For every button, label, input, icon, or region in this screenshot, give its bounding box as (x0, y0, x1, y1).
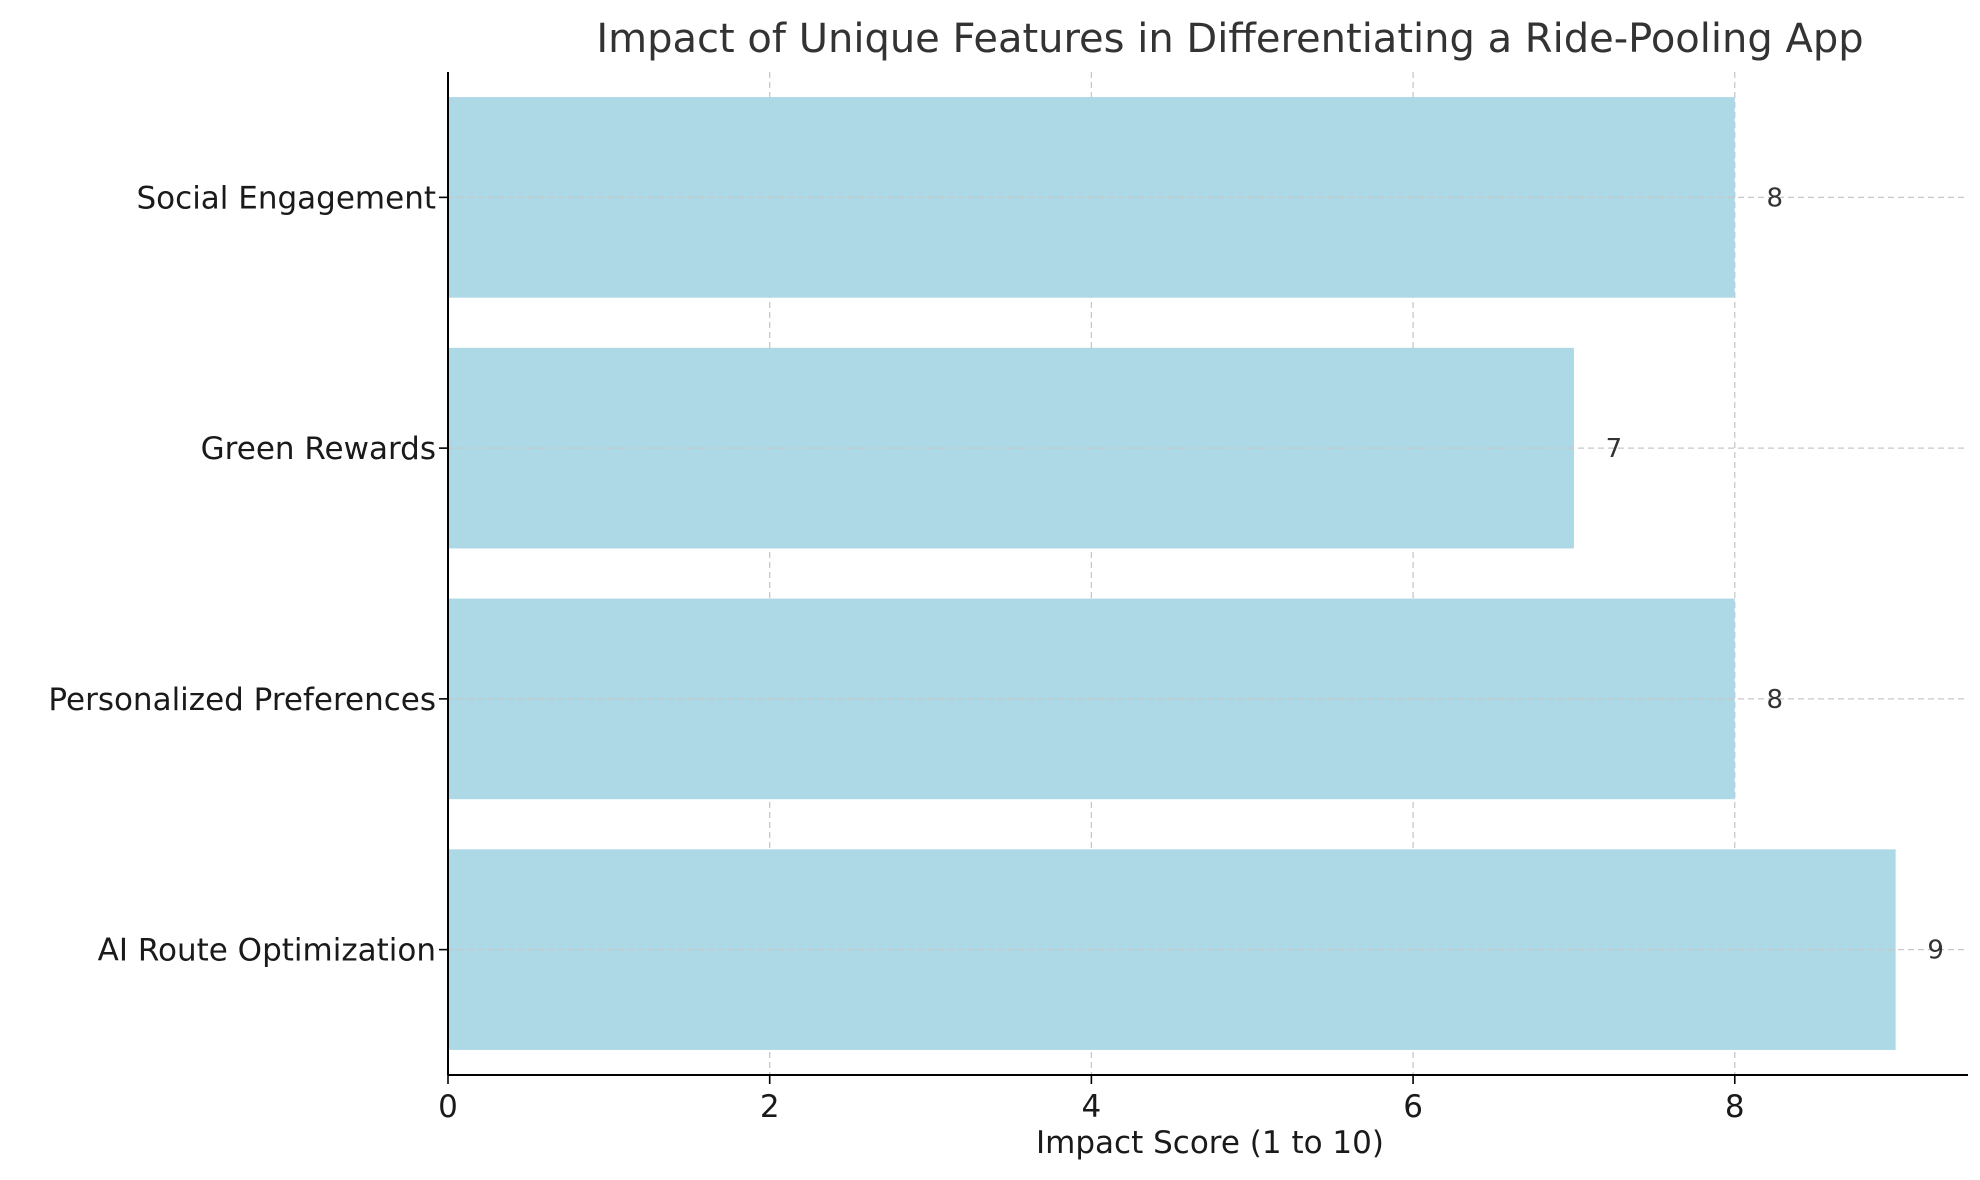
x-tick-label: 2 (760, 1089, 780, 1125)
data-label: 9 (1927, 936, 1944, 966)
category-label: Green Rewards (201, 431, 436, 467)
chart-title: Impact of Unique Features in Differentia… (596, 16, 1863, 62)
x-tick-label: 6 (1403, 1089, 1423, 1125)
data-label: 7 (1606, 434, 1623, 464)
category-label: Social Engagement (137, 180, 437, 216)
x-axis-label: Impact Score (1 to 10) (1036, 1125, 1384, 1161)
data-label: 8 (1766, 685, 1783, 715)
category-label: AI Route Optimization (98, 933, 436, 969)
labels: 0 2 4 6 8 AI Route Optimization Personalized P… (48, 180, 1943, 1125)
bars (448, 97, 1896, 1050)
axes (439, 72, 1968, 1084)
x-tick-label: 8 (1725, 1089, 1745, 1125)
x-tick-label: 4 (1082, 1089, 1102, 1125)
category-label: Personalized Preferences (48, 682, 436, 718)
data-label: 8 (1766, 183, 1783, 213)
x-tick-label: 0 (438, 1089, 458, 1125)
